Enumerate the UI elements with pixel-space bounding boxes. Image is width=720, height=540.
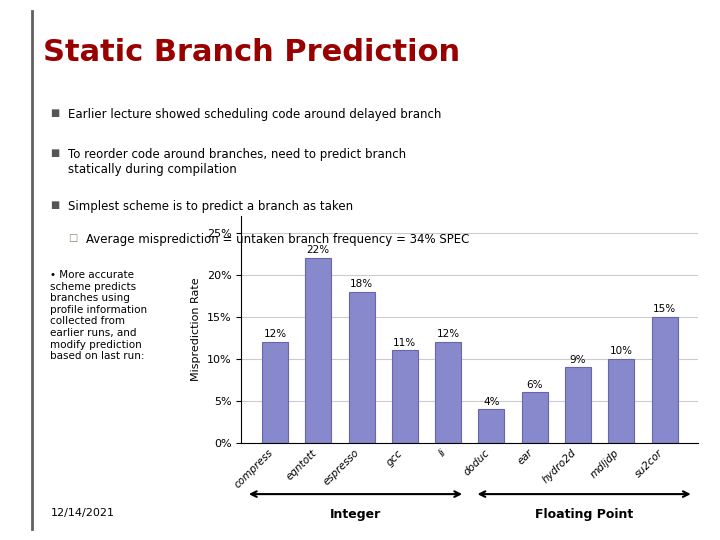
Bar [522, 393, 548, 443]
Bar [652, 317, 678, 443]
Bar [435, 342, 461, 443]
Text: 10%: 10% [610, 346, 633, 356]
Text: 12%: 12% [264, 329, 287, 340]
Text: Static Branch Prediction: Static Branch Prediction [43, 38, 460, 67]
Text: 18%: 18% [350, 279, 373, 289]
Text: 22%: 22% [307, 246, 330, 255]
Text: 6%: 6% [526, 380, 543, 390]
Text: Integer: Integer [330, 508, 381, 521]
Bar [305, 258, 331, 443]
Bar [392, 350, 418, 443]
Bar [348, 292, 374, 443]
Bar [565, 367, 591, 443]
Text: 4%: 4% [483, 397, 500, 407]
Bar [608, 359, 634, 443]
Text: To reorder code around branches, need to predict branch
statically during compil: To reorder code around branches, need to… [68, 148, 407, 177]
Bar [479, 409, 505, 443]
Text: 12/14/2021: 12/14/2021 [50, 508, 114, 518]
Text: • More accurate
scheme predicts
branches using
profile information
collected fro: • More accurate scheme predicts branches… [50, 270, 148, 361]
Text: Floating Point: Floating Point [535, 508, 633, 521]
Y-axis label: Misprediction Rate: Misprediction Rate [192, 278, 201, 381]
Text: ■: ■ [50, 108, 60, 118]
Text: 15%: 15% [653, 304, 676, 314]
Text: Earlier lecture showed scheduling code around delayed branch: Earlier lecture showed scheduling code a… [68, 108, 442, 121]
Text: ■: ■ [50, 200, 60, 210]
Text: 11%: 11% [393, 338, 416, 348]
Text: ■: ■ [50, 148, 60, 159]
Text: 12%: 12% [436, 329, 459, 340]
Text: □: □ [68, 233, 78, 244]
Bar [262, 342, 288, 443]
Text: Average misprediction = untaken branch frequency = 34% SPEC: Average misprediction = untaken branch f… [86, 233, 469, 246]
Text: Simplest scheme is to predict a branch as taken: Simplest scheme is to predict a branch a… [68, 200, 354, 213]
Text: 9%: 9% [570, 355, 586, 365]
